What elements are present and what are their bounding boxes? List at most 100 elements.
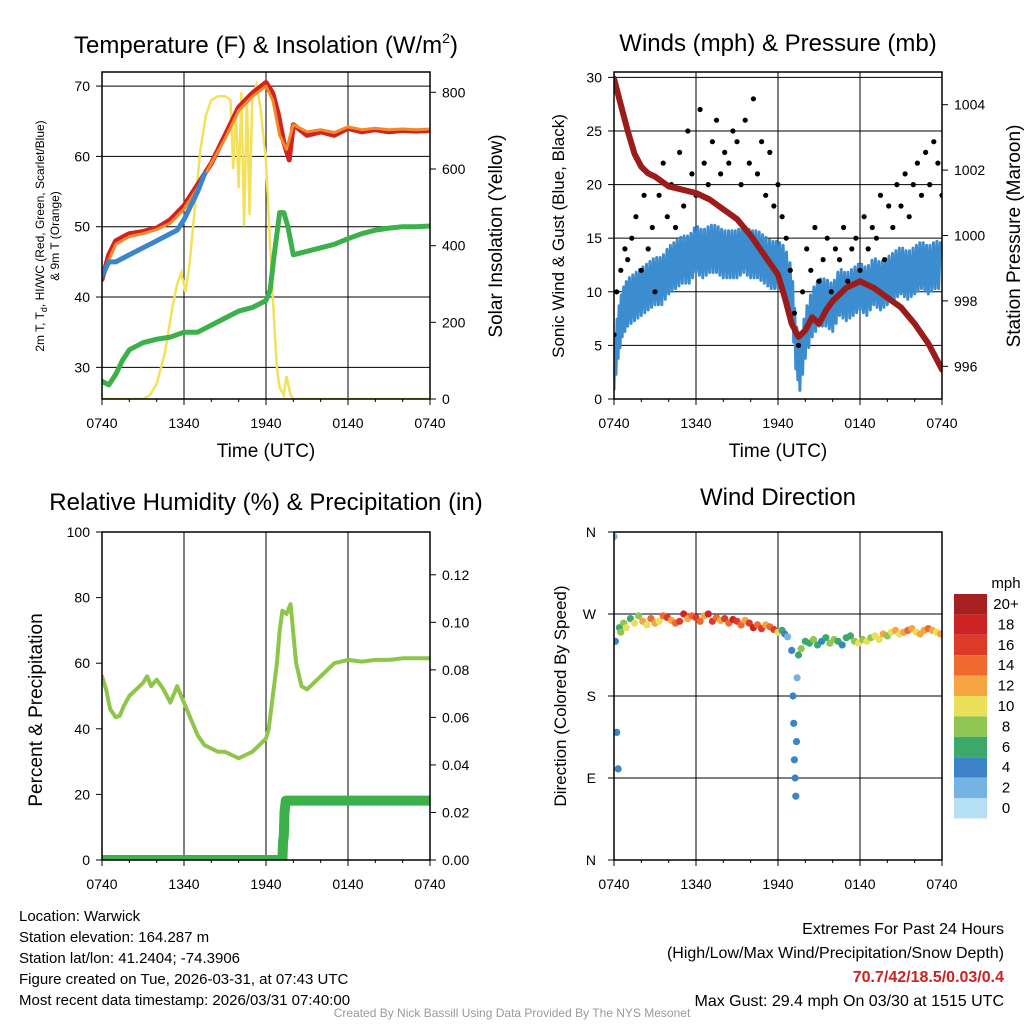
direction-point [792,792,800,800]
gust-point [857,267,863,273]
direction-point [704,610,712,618]
gust-point [759,139,765,145]
temp-ylabel-2: & 9m T (Orange) [48,191,62,281]
winds-y2tick-label: 1000 [954,228,985,244]
wdir-ylabel: Direction (Colored By Speed) [551,585,570,806]
winds-xtick-label: 1340 [680,415,711,431]
gust-point [645,246,651,252]
direction-point [696,617,704,625]
gust-point [718,171,724,177]
direction-point [617,628,625,636]
wdir-xtick-label: 0140 [844,876,875,892]
gust-point [927,182,933,188]
wdir-xtick-label: 0740 [926,876,957,892]
pressure-line [614,75,942,373]
temp-xtick-label: 0140 [332,415,363,431]
gust-point [902,171,908,177]
legend-label: 12 [998,678,1015,695]
temp-ylabel-b: , HI/WC (Red, Green, Scarlet/Blue) [33,120,47,307]
gust-point [910,182,916,188]
gust-point [795,342,802,348]
gust-point [705,182,711,188]
gust-point [754,171,761,177]
direction-point [790,756,799,764]
winds-y2tick-label: 998 [954,293,978,309]
temp-ytick-label: 50 [74,219,90,235]
gust-point [649,224,655,231]
winds-series-group [614,75,942,392]
temp-y2label: Solar Insolation (Yellow) [486,134,507,337]
temp-ytick-label: 30 [74,359,90,375]
legend-label: 16 [998,637,1015,654]
direction-point [875,635,883,644]
gust-point [779,214,785,220]
direction-point [822,634,830,642]
direction-point [791,774,799,782]
rh-xtick-label: 0740 [414,876,445,892]
temp-ylabel-sub: d [39,307,49,312]
legend-label: 8 [1002,718,1010,735]
winds-ytick-label: 25 [586,123,602,139]
gust-point [894,182,900,188]
direction-point [643,621,651,629]
gust-point [622,246,628,252]
gust-point [677,149,683,155]
legend-swatch [954,655,987,676]
winds-y2tick-label: 996 [954,358,978,374]
winds-y2label: Station Pressure (Maroon) [1004,125,1024,348]
wdir-xtick-label: 1340 [680,876,711,892]
credit-line: Created By Nick Bassill Using Data Provi… [333,1006,691,1020]
legend-swatch [954,757,987,778]
gust-point [689,171,695,177]
rh-xtick-label: 0740 [86,876,117,892]
rh-xtick-label: 1340 [168,876,199,892]
rh-y2tick-label: 0.10 [442,614,469,630]
gust-point [845,278,851,284]
gust-point [681,203,687,209]
rh-y2tick-label: 0.02 [442,804,469,820]
temp-title-main: Temperature (F) & Insolation (W/m [74,32,442,59]
winds-frame [613,71,943,400]
extremes-title: Extremes For Past 24 Hours [802,921,1004,938]
direction-point [630,619,639,627]
temp-y2tick-label: 600 [442,161,466,177]
wdir-series-group [614,533,942,800]
legend-swatch [954,634,987,656]
winds-xtick-label: 0140 [844,415,875,431]
wdir-ytick-label: W [583,606,597,622]
gust-point [923,149,929,155]
rh-y2tick-label: 0.06 [442,709,469,725]
gust-point [701,160,707,166]
gust-point [804,246,810,252]
gust-point [629,235,635,241]
wdir-xtick-label: 1940 [762,876,793,892]
gust-point [791,310,798,316]
rh-title: Relative Humidity (%) & Precipitation (i… [49,489,482,516]
gust-point [722,149,728,155]
gust-point [763,192,769,198]
extremes-panel: Extremes For Past 24 Hours (High/Low/Max… [667,918,1004,1014]
winds-y2tick-label: 1004 [954,97,985,113]
winds-xlabel: Time (UTC) [729,441,828,462]
temp-y2tick-label: 800 [442,84,466,100]
temp-xlabel: Time (UTC) [217,441,316,462]
rh-ytick-label: 20 [74,786,90,802]
temp-title-end: ) [450,32,458,59]
direction-point [635,612,643,620]
gust-point [672,224,679,231]
gust-point [808,267,814,273]
gust-point [738,182,744,188]
legend-title: mph [991,575,1020,592]
winds-ytick-label: 0 [594,391,602,407]
rh-ytick-label: 80 [74,590,90,606]
temp-xtick-label: 0740 [414,415,445,431]
gust-point [775,182,781,188]
legend-swatch [954,675,987,696]
winds-ytick-label: 20 [586,177,602,193]
winds-ytick-label: 30 [586,69,602,85]
temp-title: Temperature (F) & Insolation (W/m2) [74,30,458,59]
temp-ytick-label: 70 [74,78,90,94]
temp-ytick-label: 40 [74,289,90,305]
rh-series-group [102,602,430,860]
winds-xtick-label: 0740 [926,415,957,431]
